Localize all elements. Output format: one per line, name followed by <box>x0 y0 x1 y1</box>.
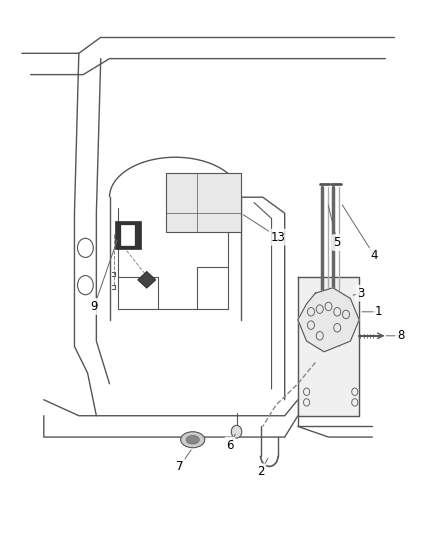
Polygon shape <box>138 272 155 288</box>
Text: 2: 2 <box>257 465 265 478</box>
Circle shape <box>231 425 242 438</box>
Text: 13: 13 <box>271 231 286 244</box>
Text: 3: 3 <box>358 287 365 300</box>
Ellipse shape <box>186 435 199 444</box>
Polygon shape <box>298 288 359 352</box>
Text: 8: 8 <box>397 329 404 342</box>
Text: 1: 1 <box>375 305 383 318</box>
FancyBboxPatch shape <box>121 225 134 245</box>
Text: 9: 9 <box>90 300 98 313</box>
Polygon shape <box>298 277 359 416</box>
Text: 5: 5 <box>334 236 341 249</box>
FancyBboxPatch shape <box>115 221 141 249</box>
Text: 6: 6 <box>226 439 234 451</box>
Text: 7: 7 <box>176 460 184 473</box>
Ellipse shape <box>180 432 205 448</box>
Bar <box>166 173 241 232</box>
Text: 4: 4 <box>371 249 378 262</box>
